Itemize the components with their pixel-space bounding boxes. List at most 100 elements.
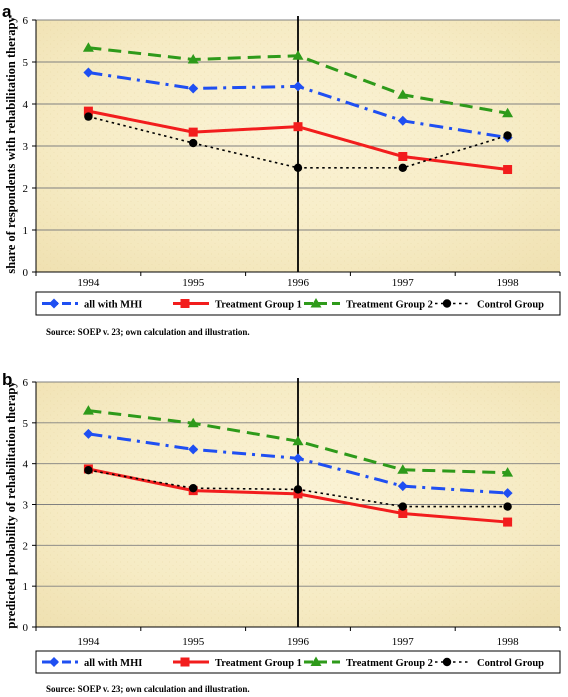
chart-panel-b: b 0 1 2 3 4 5 6 1994 1995 1996 1997 1998 predicted pr… (2, 370, 561, 694)
data-point (188, 127, 198, 137)
data-point (398, 163, 407, 173)
data-point (293, 122, 303, 132)
legend-item: Treatment Group 2 (304, 298, 433, 311)
x-tick-label: 1996 (287, 636, 310, 648)
legend-swatch-marker (310, 656, 322, 666)
y-tick-label: 5 (23, 418, 29, 430)
x-tick-label: 1995 (182, 277, 205, 289)
legend-label: Treatment Group 2 (346, 658, 433, 669)
legend-swatch-marker (442, 299, 452, 308)
x-tick-label: 1998 (497, 277, 520, 289)
series-control-group (84, 112, 512, 173)
x-tick-label: 1995 (182, 636, 205, 648)
data-point (188, 444, 199, 455)
data-point (84, 466, 93, 475)
legend-label: Treatment Group 1 (215, 658, 302, 669)
legend-item: Treatment Group 1 (173, 657, 302, 669)
legend-label: all with MHI (84, 658, 142, 669)
legend-item: Treatment Group 2 (304, 656, 433, 669)
x-tick-label: 1998 (497, 636, 520, 648)
y-axis-label: share of respondents with rehabilitation… (4, 16, 18, 274)
legend-item: all with MHI (42, 657, 142, 669)
y-tick-label: 4 (23, 459, 29, 471)
source-note: Source: SOEP v. 23; own calculation and … (46, 327, 250, 337)
data-point (84, 112, 93, 121)
legend-item: Control Group (435, 657, 544, 669)
data-point (502, 488, 513, 499)
legend-label: Treatment Group 1 (215, 300, 302, 311)
data-point (502, 107, 514, 118)
legend-label: Control Group (477, 300, 544, 311)
series-all-with-mhi (83, 428, 513, 499)
legend-item: Control Group (435, 299, 544, 311)
data-point (503, 165, 513, 175)
y-tick-label: 5 (23, 57, 29, 69)
y-tick-label: 4 (23, 99, 29, 111)
data-point (187, 417, 199, 428)
legend-box (35, 650, 561, 674)
series-treatment-group-1 (83, 106, 513, 175)
legend: all with MHI Treatment Group 1 Treatment G… (35, 291, 561, 316)
legend-item: all with MHI (42, 298, 142, 311)
data-point (188, 83, 199, 94)
source-note: Source: SOEP v. 23; own calculation and … (46, 684, 250, 694)
series-treatment-group-2 (82, 405, 514, 477)
data-point (293, 485, 303, 494)
y-tick-label: 0 (23, 267, 29, 279)
data-point (189, 138, 198, 148)
legend-swatch-marker (442, 657, 452, 667)
y-tick-label: 0 (23, 622, 29, 634)
legend-swatch-marker (49, 657, 59, 667)
x-tick-label: 1997 (392, 636, 415, 648)
y-tick-label: 2 (23, 540, 29, 552)
y-tick-label: 6 (23, 377, 29, 389)
y-tick-label: 2 (23, 183, 29, 195)
y-tick-label: 3 (23, 500, 29, 512)
data-point (292, 435, 304, 446)
panel-letter: a (2, 2, 12, 21)
legend-swatch-marker (180, 299, 190, 308)
data-point (397, 115, 408, 126)
legend-label: all with MHI (84, 300, 142, 311)
legend: all with MHI Treatment Group 1 Treatment G… (35, 650, 561, 674)
y-tick-label: 6 (23, 15, 29, 27)
data-point (293, 489, 303, 499)
data-point (398, 508, 408, 518)
data-point (397, 481, 408, 492)
data-point (187, 53, 199, 64)
legend-label: Treatment Group 2 (346, 300, 433, 311)
panel-letter: b (2, 370, 12, 389)
x-tick-label: 1994 (77, 636, 100, 648)
data-point (83, 428, 94, 439)
data-point (503, 502, 512, 511)
data-point (292, 50, 304, 60)
data-point (397, 89, 409, 99)
data-point (189, 483, 198, 493)
chart-panel-a: a 0 1 2 3 4 5 6 1994 1995 1996 1997 1998 share of res… (2, 2, 561, 337)
data-point (82, 405, 94, 415)
data-point (293, 81, 303, 92)
data-point (293, 163, 303, 173)
data-point (398, 502, 407, 511)
y-tick-label: 1 (23, 225, 29, 237)
y-tick-label: 1 (23, 581, 29, 593)
data-point (397, 464, 409, 474)
legend-swatch-marker (49, 298, 59, 309)
x-tick-label: 1997 (392, 277, 415, 289)
data-point (503, 131, 512, 140)
legend-item: Treatment Group 1 (173, 299, 302, 311)
series-control-group (84, 466, 512, 511)
data-point (83, 106, 93, 116)
data-point (503, 517, 513, 527)
y-axis-label: predicted probability of rehabilitation … (4, 381, 18, 629)
legend-label: Control Group (477, 658, 544, 669)
y-tick-label: 3 (23, 141, 29, 153)
data-point (293, 453, 303, 464)
legend-swatch-marker (180, 657, 190, 667)
data-point (82, 42, 94, 52)
series-line (88, 115, 508, 169)
x-tick-label: 1994 (77, 277, 100, 289)
x-tick-label: 1996 (287, 277, 310, 289)
data-point (398, 152, 408, 161)
